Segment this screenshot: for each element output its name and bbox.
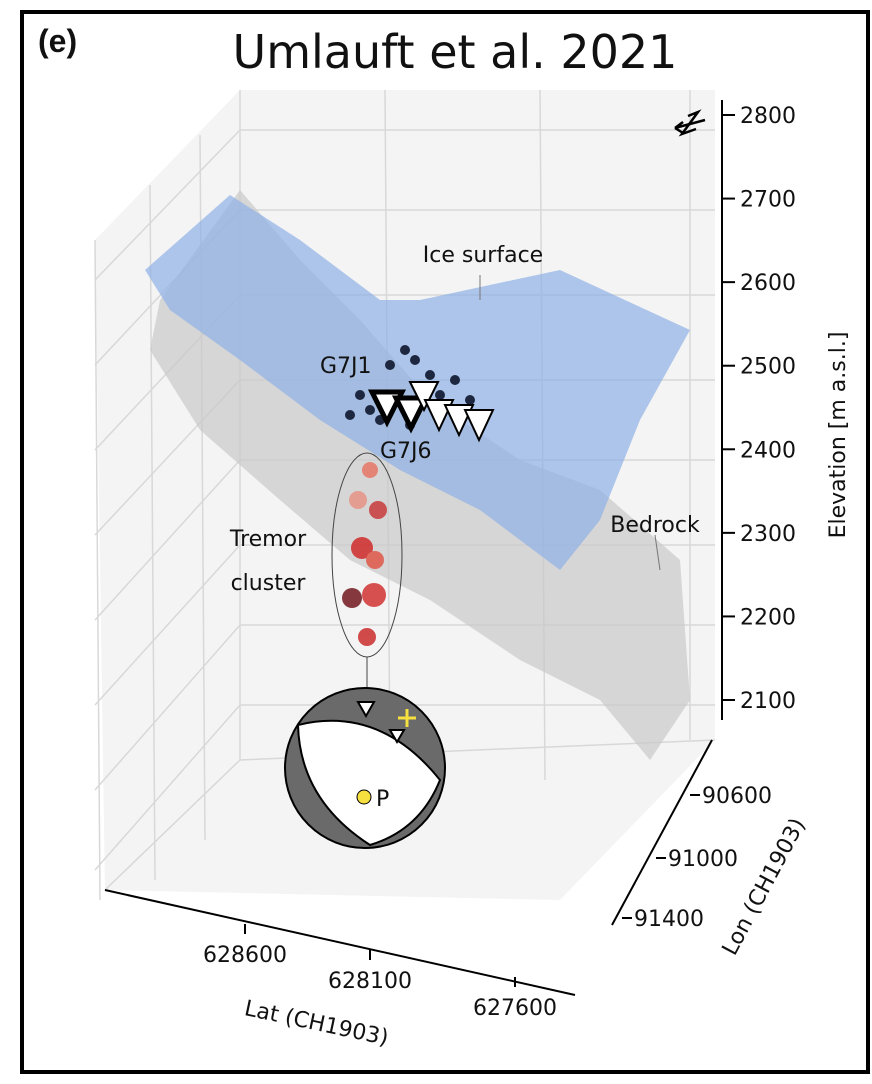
bedrock-label: Bedrock bbox=[610, 513, 700, 538]
lon-tick-label: 91400 bbox=[634, 907, 704, 932]
z-tick-label: 2400 bbox=[740, 438, 796, 463]
p-label: P bbox=[376, 787, 389, 812]
bedrock-pointer bbox=[654, 534, 661, 571]
z-tick-label: 2800 bbox=[740, 104, 796, 129]
z-tick-label: 2600 bbox=[740, 271, 796, 296]
lat-tick-label: 628600 bbox=[203, 943, 287, 968]
ice-surface-label: Ice surface bbox=[423, 243, 543, 268]
title: Umlauft et al. 2021 bbox=[233, 25, 678, 79]
lat-tick-label: 627600 bbox=[473, 996, 557, 1021]
z-tick-label: 2200 bbox=[740, 605, 796, 630]
stations bbox=[367, 381, 495, 443]
lon-tick-label: 91000 bbox=[668, 847, 738, 872]
lon-tick-label: 90600 bbox=[702, 784, 772, 809]
tremor-dots bbox=[342, 462, 387, 646]
cluster-label: cluster bbox=[231, 571, 307, 596]
z-tick-label: 2100 bbox=[740, 689, 796, 714]
station-label: G7J6 bbox=[380, 439, 432, 464]
focal-mechanism bbox=[284, 687, 446, 849]
z-tick-label: 2300 bbox=[740, 522, 796, 547]
station-label: G7J1 bbox=[320, 354, 372, 379]
z-tick-label: 2500 bbox=[740, 355, 796, 380]
lat-axis-line bbox=[104, 889, 576, 996]
north-arrow bbox=[674, 109, 706, 137]
panel-label: (e) bbox=[38, 23, 77, 59]
lon-axis-line bbox=[611, 739, 713, 926]
lat-tick-label: 628100 bbox=[328, 969, 412, 994]
z-axis-label: Elevation [m a.s.l.] bbox=[826, 332, 851, 539]
tremor-label: Tremor bbox=[229, 527, 307, 552]
z-tick-label: 2700 bbox=[740, 188, 796, 213]
